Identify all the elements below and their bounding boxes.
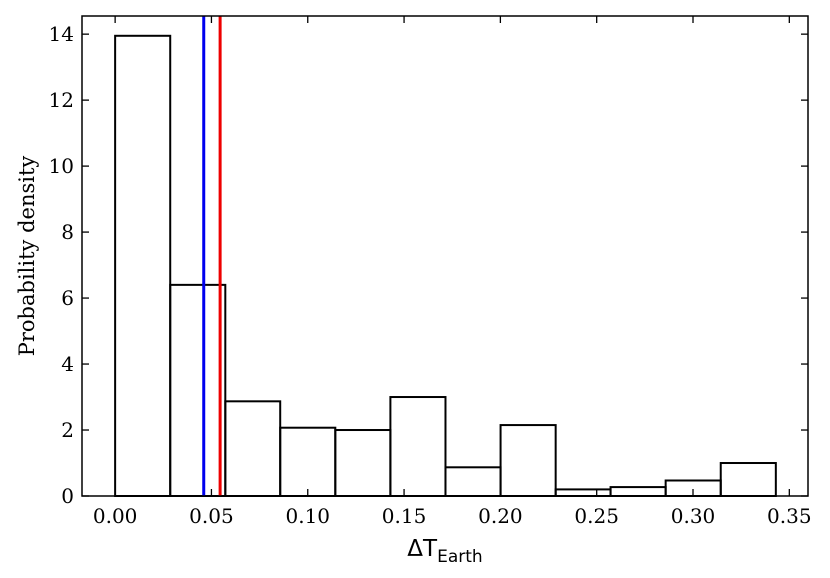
histogram-bar: [719, 462, 777, 498]
x-axis-label: ΔTEarth: [407, 536, 482, 567]
histogram-bar: [279, 426, 337, 497]
y-axis-label: Probability density: [15, 156, 39, 357]
x-axis-label-subscript: Earth: [437, 547, 483, 567]
x-tick-label: 0.35: [767, 504, 812, 528]
y-tick-label: 4: [61, 352, 74, 376]
histogram-bar: [224, 400, 282, 497]
histogram-bar: [114, 34, 172, 497]
x-tick-label: 0.10: [285, 504, 330, 528]
x-tick-label: 0.00: [93, 504, 138, 528]
histogram-bar: [389, 396, 447, 497]
histogram-bar: [169, 283, 227, 497]
plot-frame: [81, 15, 809, 497]
x-tick-labels: 0.00 0.05 0.10 0.15 0.20 0.25 0.30 0.35: [93, 504, 812, 528]
x-tick-label: 0.20: [478, 504, 523, 528]
y-tick-label: 8: [61, 220, 74, 244]
y-tick-label: 6: [61, 286, 74, 310]
y-tick-label: 14: [49, 22, 74, 46]
reference-lines: [202, 16, 222, 496]
x-tick-label: 0.05: [189, 504, 234, 528]
histogram-bar: [609, 486, 667, 497]
histogram-bars: [114, 34, 777, 498]
x-tick-label: 0.15: [382, 504, 427, 528]
x-axis-label-main: ΔT: [407, 536, 438, 562]
histogram-bar: [334, 429, 392, 498]
axis-ticks: [82, 16, 808, 497]
y-tick-label: 10: [49, 154, 74, 178]
y-tick-label: 2: [61, 418, 74, 442]
y-tick-label: 0: [61, 484, 74, 508]
x-tick-label: 0.30: [671, 504, 716, 528]
histogram-bar: [499, 424, 557, 498]
y-tick-label: 12: [49, 88, 74, 112]
histogram-bar: [554, 488, 612, 498]
y-tick-labels: 0 2 4 6 8 10 12 14: [49, 22, 74, 508]
x-tick-label: 0.25: [574, 504, 619, 528]
histogram-bar: [444, 466, 502, 498]
